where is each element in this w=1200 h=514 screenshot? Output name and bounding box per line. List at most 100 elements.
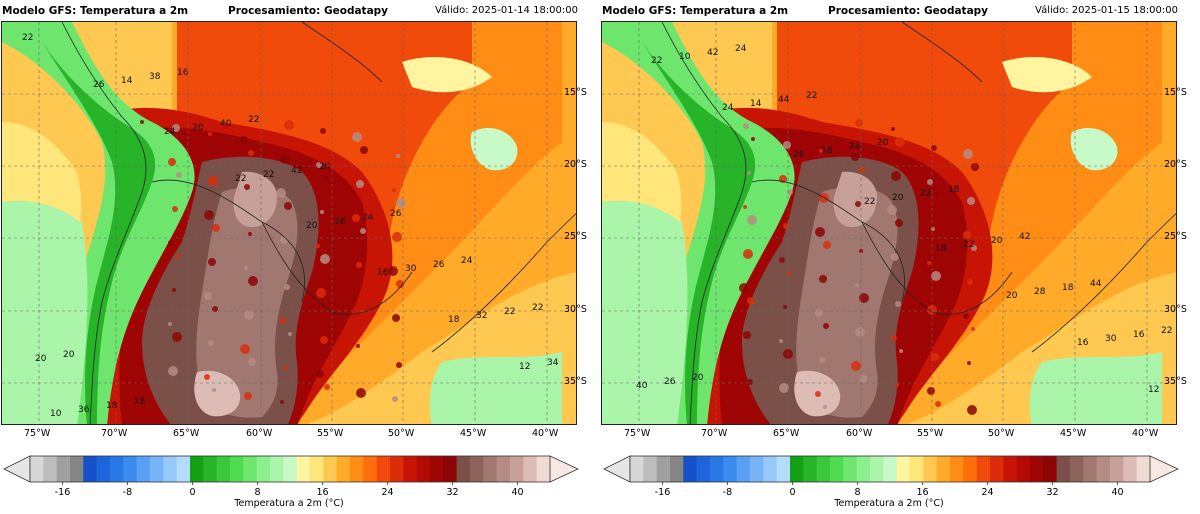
- temperature-spot: [859, 375, 867, 383]
- temperature-spot: [815, 391, 821, 397]
- contour-label: 26: [390, 209, 402, 219]
- boundary-line: [661, 22, 747, 424]
- colorbar-swatch: [536, 456, 551, 482]
- temperature-spot: [779, 383, 789, 393]
- temperature-spot: [392, 314, 400, 322]
- temperature-spot: [356, 344, 360, 348]
- colorbar-swatch: [710, 456, 724, 482]
- temperature-spot: [172, 206, 178, 212]
- contour-label: 20: [1006, 291, 1018, 301]
- temperature-spot: [204, 210, 214, 220]
- colorbar-swatch: [910, 456, 924, 482]
- contour-label: 22: [963, 240, 974, 250]
- temperature-spot: [244, 266, 248, 270]
- colorbar-tick-label: 16: [916, 487, 928, 496]
- colorbar-swatch: [1016, 456, 1031, 482]
- temperature-spot: [208, 176, 218, 186]
- colorbar-tick-label: 8: [854, 487, 860, 496]
- colorbar-tick-label: -16: [655, 487, 671, 496]
- temperature-spot: [176, 172, 182, 178]
- temperature-spot: [172, 332, 182, 342]
- temperature-spot: [276, 188, 286, 198]
- temperature-spot: [396, 154, 400, 158]
- temperature-spot: [783, 223, 789, 229]
- colorbar-swatch: [43, 456, 57, 482]
- temperature-band: [833, 171, 877, 227]
- contour-label: 24: [461, 256, 473, 266]
- contour-label: 22: [920, 189, 931, 199]
- colorbar-swatch: [243, 456, 257, 482]
- boundary-line: [61, 22, 147, 424]
- temperature-band: [402, 57, 492, 93]
- contour-label: 18: [935, 244, 947, 254]
- latitude-tick-label: 25°S: [564, 231, 587, 242]
- temperature-spot: [392, 188, 396, 192]
- colorbar-swatch: [936, 456, 951, 482]
- longitude-tick-label: 55°W: [317, 428, 344, 439]
- colorbar-swatch: [403, 456, 417, 482]
- temperature-spot: [743, 249, 753, 259]
- temperature-spot: [316, 288, 326, 298]
- longitude-tick-label: 45°W: [1060, 428, 1087, 439]
- temperature-band: [470, 127, 518, 171]
- colorbar-swatch: [856, 456, 871, 482]
- contour-label: 24: [735, 44, 747, 54]
- temperature-spot: [248, 232, 252, 236]
- temperature-spot: [280, 236, 288, 244]
- contour-label: 20: [692, 373, 704, 383]
- contour-label: 40: [636, 381, 648, 391]
- colorbar-swatch: [230, 456, 244, 482]
- temperature-spot: [891, 127, 895, 131]
- colorbar-tick-label: -8: [123, 487, 132, 496]
- contour-label: 42: [707, 48, 718, 58]
- contour-label: 30: [405, 264, 417, 274]
- temperature-spot: [931, 271, 941, 281]
- temperature-band: [1002, 57, 1092, 93]
- contour-label: 16: [1133, 330, 1145, 340]
- contour-label: 30: [1105, 334, 1117, 344]
- colorbar-swatch: [830, 456, 844, 482]
- temperature-spot: [823, 405, 827, 409]
- colorbar-swatch: [736, 456, 751, 482]
- temperature-spot: [320, 210, 324, 214]
- temperature-spot: [971, 327, 975, 331]
- colorbar-swatch: [96, 456, 111, 482]
- temperature-spot: [360, 228, 366, 234]
- colorbar-swatch: [350, 456, 364, 482]
- longitude-tick-label: 60°W: [846, 428, 873, 439]
- temperature-spot: [208, 258, 216, 266]
- temperature-spot: [747, 215, 757, 225]
- temperature-band: [194, 370, 241, 417]
- contour-label: 36: [78, 405, 90, 415]
- temperature-spot: [284, 284, 290, 290]
- contour-label: 18: [948, 185, 960, 195]
- temperature-spot: [739, 283, 749, 293]
- colorbar-swatch: [1123, 456, 1137, 482]
- contour-label: 32: [476, 311, 487, 321]
- colorbar-swatch: [803, 456, 817, 482]
- colorbar-swatch: [136, 456, 151, 482]
- temperature-spot: [176, 254, 180, 258]
- contour-label: 26: [93, 80, 105, 90]
- contour-label: 24: [362, 213, 374, 223]
- temperature-spot: [168, 158, 176, 166]
- temperature-spot: [891, 335, 897, 341]
- temperature-band: [429, 352, 562, 424]
- temperature-spot: [851, 153, 859, 161]
- temperature-spot: [931, 353, 939, 361]
- colorbar-swatch: [163, 456, 177, 482]
- colorbar-max-arrow: [549, 455, 579, 483]
- colorbar-swatch: [523, 456, 537, 482]
- contour-label: 18: [1062, 283, 1074, 293]
- temperature-spot: [891, 171, 901, 181]
- temperature-spot: [204, 374, 210, 380]
- temperature-spot: [855, 201, 861, 207]
- temperature-spot: [855, 283, 859, 287]
- temperature-spot: [248, 276, 258, 286]
- temperature-spot: [352, 214, 360, 222]
- colorbar-swatch: [483, 456, 497, 482]
- colorbar-swatch: [696, 456, 711, 482]
- temperature-spot: [320, 128, 326, 134]
- contour-label: 22: [532, 303, 543, 313]
- colorbar-swatch: [1136, 456, 1151, 482]
